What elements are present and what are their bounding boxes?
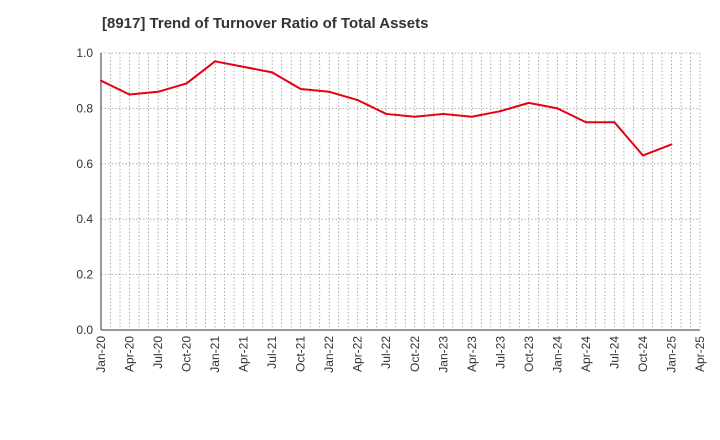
x-tick-label: Jan-22	[322, 336, 336, 373]
x-tick-label: Jul-21	[265, 336, 279, 369]
y-tick-label: 0.0	[76, 323, 93, 337]
x-tick-label: Oct-20	[180, 336, 194, 372]
data-point	[584, 121, 587, 124]
x-tick-label: Jan-20	[94, 336, 108, 373]
x-tick-label: Jan-24	[550, 336, 564, 373]
data-point	[385, 112, 388, 115]
data-point	[242, 65, 245, 68]
x-tick-label: Oct-21	[294, 336, 308, 372]
data-point	[470, 115, 473, 118]
data-point	[157, 90, 160, 93]
x-tick-label: Jul-23	[493, 336, 507, 369]
chart-title: [8917] Trend of Turnover Ratio of Total …	[102, 15, 429, 32]
data-point	[128, 93, 131, 96]
data-point	[299, 88, 302, 91]
data-point	[527, 101, 530, 104]
data-point	[641, 154, 644, 157]
x-tick-label: Oct-23	[522, 336, 536, 372]
data-point	[670, 143, 673, 146]
x-tick-label: Oct-24	[636, 336, 650, 372]
data-point	[271, 71, 274, 74]
x-tick-label: Jul-20	[151, 336, 165, 369]
tick-labels: 0.0 0.2 0.4 0.6 0.8 1.0 Jan-20 Apr-20 Jul-20 Oct-…	[76, 46, 707, 373]
y-tick-label: 0.8	[76, 101, 93, 115]
x-tick-label: Apr-23	[465, 336, 479, 372]
series-layer	[100, 60, 673, 157]
x-tick-label: Apr-21	[237, 336, 251, 372]
x-tick-label: Oct-22	[408, 336, 422, 372]
data-point	[499, 110, 502, 113]
x-tick-label: Apr-25	[693, 336, 707, 372]
x-tick-label: Jul-22	[379, 336, 393, 369]
x-tick-label: Apr-20	[123, 336, 137, 372]
x-tick-label: Jul-24	[607, 336, 621, 369]
y-tick-label: 0.2	[76, 268, 93, 282]
x-tick-label: Jan-23	[436, 336, 450, 373]
data-point	[442, 112, 445, 115]
data-point	[328, 90, 331, 93]
x-tick-label: Jan-21	[208, 336, 222, 373]
data-point	[100, 79, 102, 82]
y-tick-label: 0.6	[76, 157, 93, 171]
x-tick-label: Apr-24	[579, 336, 593, 372]
data-point	[413, 115, 416, 118]
axes	[100, 53, 701, 331]
y-tick-label: 0.4	[76, 212, 93, 226]
grid	[101, 52, 700, 330]
data-point	[356, 99, 359, 102]
data-point	[214, 60, 217, 63]
data-point	[613, 121, 616, 124]
data-point	[185, 82, 188, 85]
y-tick-label: 1.0	[76, 46, 93, 60]
x-tick-label: Jan-25	[664, 336, 678, 373]
data-point	[556, 107, 559, 110]
x-tick-label: Apr-22	[351, 336, 365, 372]
